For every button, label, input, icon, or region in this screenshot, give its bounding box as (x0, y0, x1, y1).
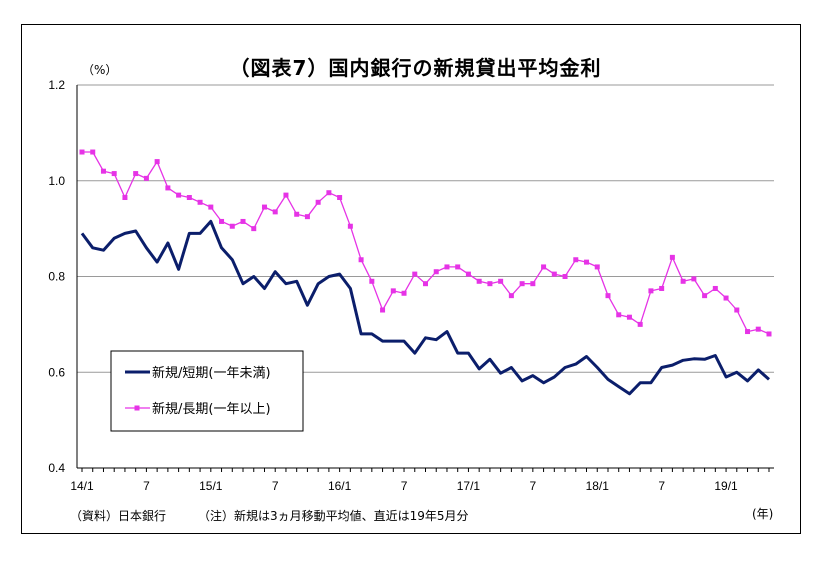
data-point (551, 271, 557, 277)
data-point (229, 223, 235, 229)
series-long (79, 149, 772, 337)
data-point (745, 329, 751, 335)
data-point (487, 281, 493, 287)
data-point (530, 281, 536, 287)
data-point (358, 257, 364, 263)
y-tick-label: 1.2 (48, 78, 65, 92)
data-point (347, 223, 353, 229)
data-point (240, 218, 246, 224)
data-point (498, 278, 504, 284)
data-point (476, 278, 482, 284)
x-tick-label: 19/1 (714, 479, 738, 493)
y-tick-label: 0.6 (48, 365, 65, 379)
data-point (176, 192, 182, 198)
data-point (186, 195, 192, 201)
data-point (272, 209, 278, 215)
data-point (755, 326, 761, 332)
data-point (337, 195, 343, 201)
data-point (594, 264, 600, 270)
data-point (165, 185, 171, 191)
data-point (412, 271, 418, 277)
footnote: （注）新規は3ヵ月移動平均値、直近は19年5月分 (198, 509, 469, 523)
legend: 新規/短期(一年未満) 新規/長期(一年以上) (110, 350, 304, 432)
data-point (712, 285, 718, 291)
data-point (584, 259, 590, 265)
data-point (369, 278, 375, 284)
x-tick-labels: 14/1 7 15/1 7 16/1 7 17/1 7 18/1 7 19/1 (70, 479, 738, 493)
data-point (541, 264, 547, 270)
legend-box (110, 350, 304, 432)
data-point (455, 264, 461, 270)
data-point (616, 312, 622, 318)
x-tick-label: 7 (530, 479, 537, 493)
data-point (304, 214, 310, 220)
data-point (143, 175, 149, 181)
data-point (519, 281, 525, 287)
data-point (261, 204, 267, 210)
data-point (723, 295, 729, 301)
source-note: （資料）日本銀行 (70, 509, 167, 523)
x-tick-label: 17/1 (457, 479, 481, 493)
data-point (444, 264, 450, 270)
data-point (433, 269, 439, 275)
y-tick-labels: 0.4 0.6 0.8 1.0 1.2 (48, 78, 65, 475)
x-tick-label: 7 (272, 479, 279, 493)
chart-title: （図表7）国内銀行の新規貸出平均金利 (229, 56, 602, 80)
x-tick-label: 14/1 (70, 479, 94, 493)
data-point (423, 281, 428, 287)
series-line (80, 219, 770, 396)
data-point (111, 171, 117, 177)
data-point (680, 278, 686, 284)
data-point (251, 226, 257, 232)
legend-label-long: 新規/長期(一年以上) (152, 401, 271, 417)
x-tick-label: 7 (401, 479, 408, 493)
data-point (659, 285, 665, 291)
x-axis-unit: (年) (752, 507, 774, 521)
data-point (648, 288, 654, 294)
legend-marker-long (134, 405, 140, 411)
legend-label-short: 新規/短期(一年未満) (152, 365, 271, 381)
data-point (734, 307, 740, 313)
x-tick-label: 16/1 (328, 479, 352, 493)
y-axis-unit: （%） (82, 63, 118, 77)
series-short (80, 219, 770, 396)
data-point (766, 331, 772, 337)
data-point (197, 199, 203, 205)
data-point (669, 254, 675, 260)
data-point (390, 288, 396, 294)
data-point (219, 218, 225, 224)
data-point (90, 149, 96, 155)
y-tick-label: 0.8 (48, 270, 65, 284)
data-point (208, 204, 214, 210)
series-lines (79, 149, 772, 396)
chart-frame (21, 24, 801, 534)
data-point (626, 314, 632, 320)
y-tick-label: 0.4 (48, 461, 65, 475)
data-point (294, 211, 300, 217)
data-point (637, 321, 643, 327)
data-point (79, 149, 85, 155)
data-point (702, 293, 708, 299)
x-tick-label: 18/1 (586, 479, 610, 493)
x-tick-label: 7 (143, 479, 150, 493)
data-point (315, 199, 321, 205)
x-tick-label: 7 (658, 479, 665, 493)
data-point (508, 293, 514, 299)
data-point (326, 190, 332, 196)
data-point (122, 195, 128, 201)
data-point (100, 168, 106, 174)
x-tick-label: 15/1 (199, 479, 223, 493)
data-point (380, 307, 386, 313)
y-tick-label: 1.0 (48, 174, 65, 188)
data-point (573, 257, 579, 263)
data-point (562, 274, 568, 279)
data-point (154, 159, 160, 165)
data-point (605, 293, 611, 299)
data-point (283, 192, 289, 198)
data-point (401, 290, 407, 296)
data-point (133, 171, 139, 177)
data-point (691, 276, 697, 282)
data-point (465, 271, 471, 277)
